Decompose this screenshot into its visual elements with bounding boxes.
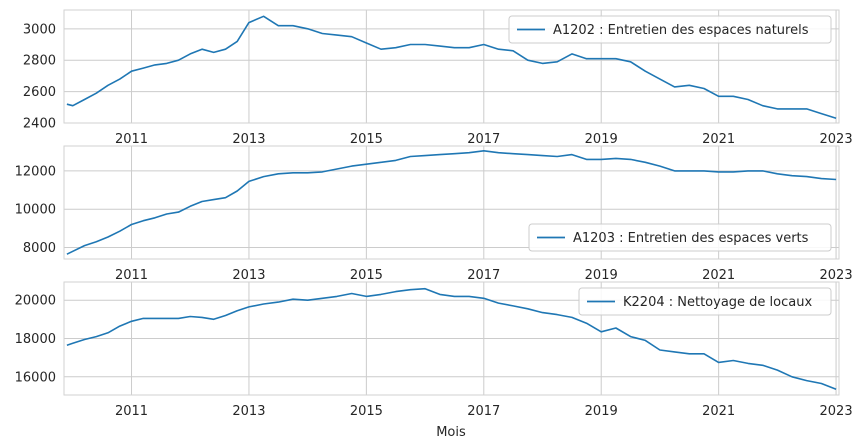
y-tick-label: 20000 — [15, 294, 56, 309]
legend-label: K2204 : Nettoyage de locaux — [623, 295, 812, 310]
x-tick-label: 2019 — [585, 132, 618, 147]
y-tick-label: 2600 — [23, 85, 56, 100]
legend: A1203 : Entretien des espaces verts — [528, 223, 832, 252]
legend: A1202 : Entretien des espaces naturels — [508, 15, 832, 44]
x-tick-label: 2019 — [585, 268, 618, 283]
x-tick-label: 2011 — [115, 268, 148, 283]
x-tick-label: 2021 — [702, 404, 735, 419]
legend-box — [508, 15, 832, 44]
plot-frame — [63, 9, 840, 124]
x-tick-label: 2011 — [115, 404, 148, 419]
legend-label: A1202 : Entretien des espaces naturels — [553, 23, 809, 38]
x-axis-label: Mois — [436, 425, 466, 440]
x-tick-label: 2011 — [115, 132, 148, 147]
x-tick-label: 2017 — [467, 268, 500, 283]
x-tick-label: 2021 — [702, 132, 735, 147]
x-tick-label: 2019 — [585, 404, 618, 419]
chart-panel-a1202: 2011 2013 2015 2017 2019 2021 2023 2400 2600 2800… — [23, 9, 853, 147]
x-tick-label: 2017 — [467, 404, 500, 419]
chart-panel-a1203: 2011 2013 2015 2017 2019 2021 2023 8000 10000 120… — [15, 145, 853, 283]
x-tick-label: 2013 — [232, 268, 265, 283]
series-line — [66, 150, 837, 255]
plot-frame — [63, 145, 840, 260]
x-tick-label: 2023 — [820, 404, 853, 419]
y-tick-label: 3000 — [23, 22, 56, 37]
plot-frame — [63, 281, 840, 396]
series-line — [66, 287, 837, 391]
x-tick-label: 2013 — [232, 404, 265, 419]
legend-label: A1203 : Entretien des espaces verts — [573, 231, 809, 246]
x-tick-label: 2017 — [467, 132, 500, 147]
x-tick-label: 2021 — [702, 268, 735, 283]
x-tick-label: 2023 — [820, 132, 853, 147]
y-tick-label: 18000 — [15, 332, 56, 347]
x-tick-label: 2013 — [232, 132, 265, 147]
chart-panel-k2204: 2011 2013 2015 2017 2019 2021 2023 16000 18000 20… — [15, 281, 853, 419]
y-tick-label: 2800 — [23, 54, 56, 69]
x-tick-label: 2015 — [350, 268, 383, 283]
legend-box — [578, 287, 832, 316]
legend: K2204 : Nettoyage de locaux — [578, 287, 832, 316]
y-tick-label: 8000 — [23, 241, 56, 256]
y-tick-label: 12000 — [15, 164, 56, 179]
x-tick-label: 2015 — [350, 132, 383, 147]
series-line — [66, 15, 837, 120]
y-tick-label: 10000 — [15, 203, 56, 218]
legend-box — [528, 223, 832, 252]
y-tick-label: 16000 — [15, 370, 56, 385]
x-tick-label: 2015 — [350, 404, 383, 419]
y-tick-label: 2400 — [23, 117, 56, 132]
x-tick-label: 2023 — [820, 268, 853, 283]
